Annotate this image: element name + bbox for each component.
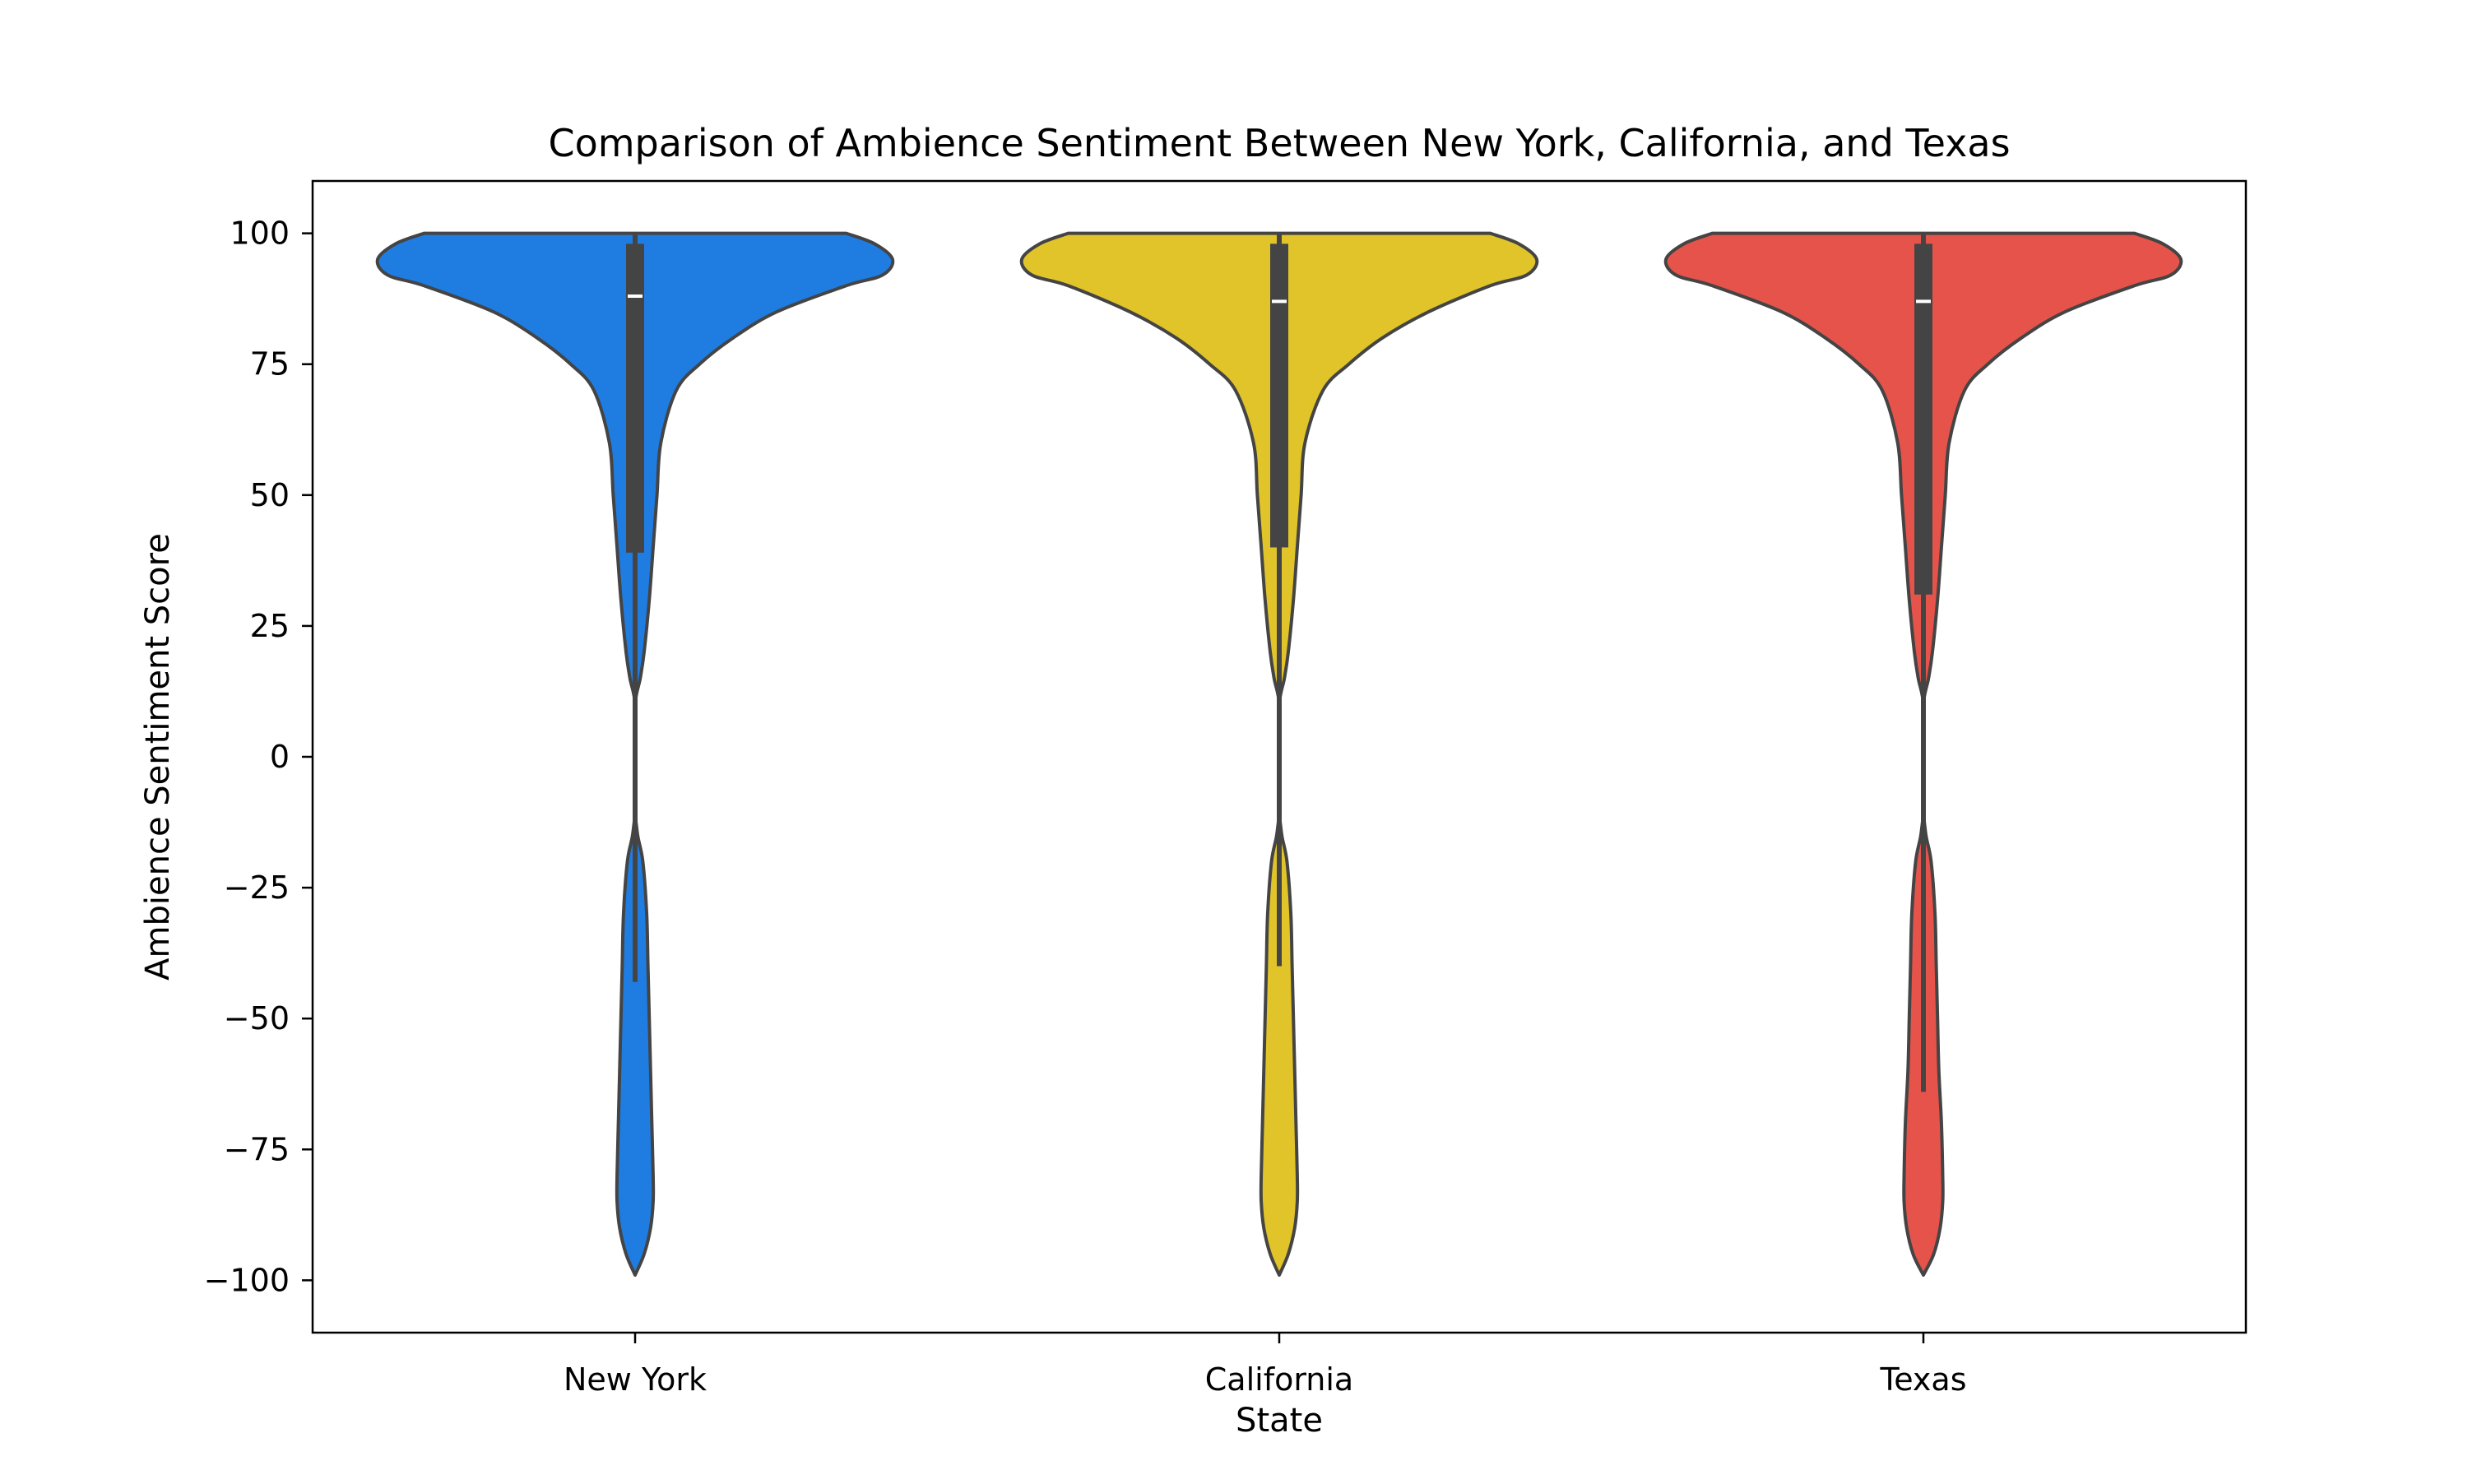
x-axis: New York California Texas xyxy=(564,1333,1967,1398)
y-tick-label: 50 xyxy=(250,477,290,513)
chart-title: Comparison of Ambience Sentiment Between… xyxy=(548,121,2010,165)
y-axis-label: Ambience Sentiment Score xyxy=(139,533,177,981)
violin-new-york xyxy=(375,231,895,1277)
iqr-box-new-york xyxy=(626,243,644,553)
y-tick-label: 100 xyxy=(230,216,290,252)
y-tick-label: 25 xyxy=(250,608,290,644)
iqr-box-texas xyxy=(1914,243,1932,595)
violin-texas xyxy=(1663,231,2183,1277)
y-tick-label: 75 xyxy=(250,346,290,383)
violin-california xyxy=(1019,231,1539,1277)
y-tick-label: 0 xyxy=(270,739,290,775)
iqr-box-california xyxy=(1270,243,1288,548)
y-tick-label: −75 xyxy=(224,1131,290,1167)
y-tick-label: −50 xyxy=(224,1000,290,1036)
x-tick-label: Texas xyxy=(1879,1361,1966,1398)
x-tick-label: New York xyxy=(564,1361,707,1398)
y-axis: 100 75 50 25 0 −25 −50 −75 −100 xyxy=(204,216,313,1298)
violins-group xyxy=(375,231,2183,1277)
y-tick-label: −25 xyxy=(224,870,290,906)
y-tick-label: −100 xyxy=(204,1262,290,1298)
x-tick-label: California xyxy=(1205,1361,1353,1398)
x-axis-label: State xyxy=(1236,1402,1323,1440)
